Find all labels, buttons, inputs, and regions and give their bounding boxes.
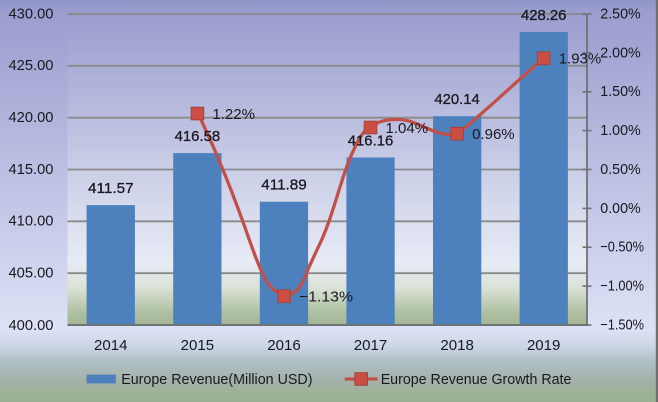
- svg-text:1.50%: 1.50%: [600, 83, 640, 100]
- svg-text:2.50%: 2.50%: [600, 5, 640, 22]
- svg-text:−1.13%: −1.13%: [299, 289, 353, 306]
- svg-text:1.04%: 1.04%: [386, 120, 429, 137]
- svg-text:420.14: 420.14: [434, 91, 480, 108]
- svg-text:415.00: 415.00: [9, 161, 54, 178]
- svg-text:420.00: 420.00: [9, 109, 54, 126]
- svg-text:411.57: 411.57: [88, 180, 134, 197]
- svg-text:2019: 2019: [527, 337, 561, 354]
- svg-text:0.00%: 0.00%: [600, 200, 640, 217]
- svg-text:Europe Revenue Growth Rate: Europe Revenue Growth Rate: [381, 371, 572, 388]
- svg-text:1.93%: 1.93%: [559, 51, 602, 68]
- svg-text:2016: 2016: [267, 337, 301, 354]
- svg-text:2014: 2014: [94, 337, 128, 354]
- svg-text:0.50%: 0.50%: [600, 161, 640, 178]
- svg-text:2017: 2017: [354, 337, 388, 354]
- svg-text:428.26: 428.26: [521, 7, 567, 24]
- svg-text:0.96%: 0.96%: [472, 126, 515, 143]
- svg-text:−0.50%: −0.50%: [600, 239, 644, 256]
- svg-text:410.00: 410.00: [9, 213, 54, 230]
- svg-text:2.00%: 2.00%: [600, 44, 640, 61]
- svg-text:400.00: 400.00: [9, 317, 54, 334]
- svg-text:Europe Revenue(Million USD): Europe Revenue(Million USD): [121, 371, 312, 388]
- svg-text:1.00%: 1.00%: [600, 122, 640, 139]
- svg-text:−1.50%: −1.50%: [600, 316, 644, 333]
- svg-text:1.22%: 1.22%: [212, 106, 255, 123]
- svg-text:425.00: 425.00: [9, 57, 54, 74]
- svg-text:−1.00%: −1.00%: [600, 278, 644, 295]
- svg-text:2015: 2015: [181, 337, 215, 354]
- svg-text:411.89: 411.89: [261, 177, 307, 194]
- svg-text:2018: 2018: [440, 337, 474, 354]
- svg-text:416.58: 416.58: [175, 128, 221, 145]
- svg-text:416.16: 416.16: [348, 133, 394, 150]
- svg-text:405.00: 405.00: [9, 265, 54, 282]
- svg-text:430.00: 430.00: [9, 5, 54, 22]
